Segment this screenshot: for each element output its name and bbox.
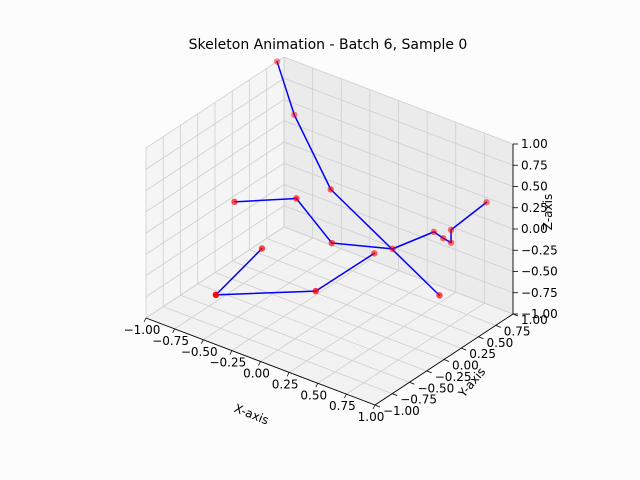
x-tick bbox=[172, 328, 175, 334]
x-tick bbox=[143, 317, 147, 323]
x-tick-label: 0.25 bbox=[272, 377, 299, 391]
bone bbox=[314, 252, 376, 292]
joint-j8 bbox=[430, 228, 438, 236]
x-tick-label: −0.25 bbox=[209, 356, 246, 370]
bone bbox=[293, 114, 332, 191]
joint-j14 bbox=[291, 111, 298, 119]
z-tick-label: −0.25 bbox=[521, 243, 558, 257]
y-tick-label: −0.75 bbox=[400, 393, 437, 407]
bone bbox=[276, 60, 296, 116]
joint-j1 bbox=[212, 291, 220, 299]
joint-j5 bbox=[327, 186, 334, 193]
bone bbox=[331, 242, 394, 250]
z-tick-label: 0.00 bbox=[521, 222, 548, 236]
grid-line bbox=[283, 77, 514, 166]
joint-j13 bbox=[436, 292, 443, 299]
bone bbox=[391, 231, 435, 250]
z-tick-label: 0.75 bbox=[521, 158, 548, 172]
grid-line bbox=[266, 238, 496, 326]
x-tick bbox=[200, 339, 204, 344]
grid-line bbox=[283, 56, 514, 145]
x-tick-label: −1.00 bbox=[124, 323, 161, 337]
grid-line bbox=[288, 281, 428, 373]
y-tick bbox=[426, 370, 432, 374]
grid-line bbox=[145, 99, 285, 191]
grid-line bbox=[145, 120, 285, 213]
y-tick-label: 0.50 bbox=[487, 336, 514, 350]
grid-line bbox=[145, 77, 285, 170]
z-tick-label: 0.25 bbox=[521, 201, 548, 215]
y-tick bbox=[443, 359, 450, 362]
y-tick-label: −0.25 bbox=[435, 370, 472, 384]
x-tick-label: 0.75 bbox=[329, 399, 356, 413]
grid-line bbox=[249, 249, 479, 338]
grid-line bbox=[145, 56, 285, 149]
y-tick bbox=[392, 393, 398, 396]
joint-j7 bbox=[389, 245, 396, 253]
joints bbox=[212, 58, 490, 299]
joint-j2 bbox=[328, 239, 336, 247]
joint-j15 bbox=[273, 58, 281, 65]
bone bbox=[295, 197, 333, 244]
grid-line bbox=[283, 141, 514, 230]
y-tick-label: −1.00 bbox=[383, 404, 420, 418]
y-tick bbox=[409, 381, 415, 385]
y-tick-label: 0.00 bbox=[452, 359, 479, 373]
z-tick-label: 0.50 bbox=[521, 180, 548, 194]
x-tick bbox=[258, 361, 261, 366]
bone bbox=[450, 201, 488, 231]
z-tick-label: −1.00 bbox=[521, 307, 558, 321]
grid-line bbox=[145, 141, 285, 234]
y-tick bbox=[478, 336, 484, 340]
joint-j11 bbox=[447, 226, 455, 234]
z-tick-label: −0.75 bbox=[521, 286, 558, 300]
grid-line bbox=[317, 291, 456, 384]
y-tick bbox=[495, 325, 501, 328]
bone bbox=[233, 197, 298, 203]
joint-j3 bbox=[293, 195, 300, 202]
z-axis-label: Z-axis bbox=[541, 194, 555, 230]
z-tick-label: 1.00 bbox=[521, 137, 548, 151]
y-tick-label: 1.00 bbox=[521, 313, 548, 327]
y-tick-label: −0.50 bbox=[418, 381, 455, 395]
x-tick-label: 1.00 bbox=[358, 410, 385, 424]
bone bbox=[215, 247, 263, 296]
bone bbox=[215, 290, 317, 296]
grid-line bbox=[214, 272, 445, 360]
y-tick-label: 0.75 bbox=[504, 324, 531, 338]
x-tick bbox=[229, 350, 233, 355]
y-tick bbox=[461, 347, 467, 351]
grid-line bbox=[346, 302, 485, 395]
x-tick bbox=[315, 383, 319, 388]
x-tick bbox=[372, 404, 376, 410]
joint-j12 bbox=[483, 199, 490, 206]
x-tick-label: 0.00 bbox=[243, 367, 270, 381]
x-tick-label: −0.75 bbox=[152, 334, 189, 348]
joint-j16 bbox=[312, 287, 319, 295]
grid-line bbox=[232, 260, 462, 349]
z-tick-label: −0.50 bbox=[521, 265, 558, 279]
chart-title: Skeleton Animation - Batch 6, Sample 0 bbox=[189, 37, 468, 53]
x-tick bbox=[344, 393, 347, 399]
joint-j0 bbox=[258, 245, 266, 252]
joint-j4 bbox=[231, 198, 238, 206]
x-tick bbox=[286, 372, 290, 377]
joint-j10 bbox=[447, 239, 455, 246]
axis-ticks: −1.00−0.75−0.50−0.250.000.250.500.751.00… bbox=[124, 137, 558, 424]
x-tick-label: 0.50 bbox=[300, 388, 327, 402]
x-axis-label: X-axis bbox=[232, 401, 271, 427]
bone bbox=[330, 188, 441, 297]
grid-line bbox=[283, 99, 514, 187]
y-tick bbox=[374, 404, 381, 408]
y-tick-label: 0.25 bbox=[469, 347, 496, 361]
grid-line bbox=[283, 120, 514, 209]
x-tick-label: −0.50 bbox=[181, 345, 218, 359]
grid-line bbox=[283, 226, 514, 315]
joint-j6 bbox=[371, 250, 378, 257]
joint-j9 bbox=[440, 235, 447, 242]
